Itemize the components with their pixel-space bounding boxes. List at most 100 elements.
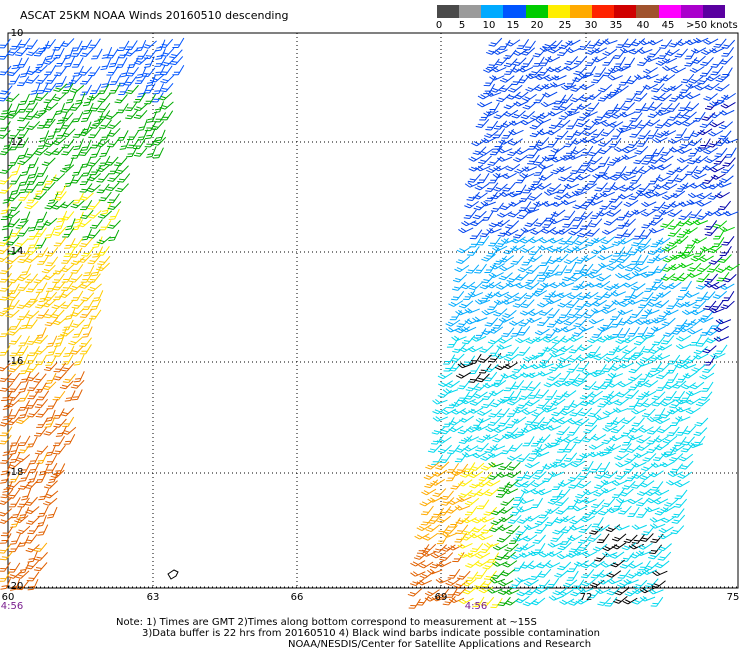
wind-barb <box>690 308 706 316</box>
wind-barb <box>500 444 514 455</box>
wind-barb <box>674 164 689 173</box>
wind-barb <box>617 381 633 388</box>
wind-barb <box>36 83 49 94</box>
wind-barb <box>524 586 539 596</box>
wind-barb <box>572 245 588 252</box>
wind-barb <box>674 301 690 308</box>
wind-barb <box>515 282 531 289</box>
wind-barb <box>537 111 553 120</box>
wind-barb <box>476 235 490 246</box>
wind-barb <box>618 238 634 245</box>
wind-barb <box>632 346 646 357</box>
wind-barb <box>26 282 39 293</box>
wind-barb <box>693 246 706 257</box>
wind-barb <box>696 273 710 283</box>
wind-barb <box>486 47 501 55</box>
wind-barb <box>169 49 183 59</box>
wind-barb <box>53 83 68 92</box>
wind-barb <box>43 93 57 104</box>
wind-barb <box>109 74 122 85</box>
wind-barb <box>467 246 480 256</box>
wind-barb <box>550 209 566 217</box>
wind-barb <box>693 346 708 355</box>
wind-barb <box>668 38 683 48</box>
wind-barb <box>537 568 552 578</box>
legend-swatch <box>680 5 704 18</box>
wind-barb <box>611 282 627 290</box>
wind-barb <box>498 272 513 281</box>
wind-barb <box>19 211 31 224</box>
wind-barb <box>54 463 66 475</box>
wind-barb <box>0 129 11 139</box>
wind-barb <box>520 118 536 126</box>
wind-barb <box>68 273 83 283</box>
wind-barb <box>663 382 679 390</box>
wind-barb <box>17 147 29 160</box>
wind-barb <box>552 66 568 73</box>
wind-barb <box>604 92 620 100</box>
wind-barb <box>634 102 647 113</box>
wind-barb <box>457 379 471 390</box>
wind-barb <box>591 119 607 125</box>
wind-barb <box>149 74 165 83</box>
wind-barb <box>529 121 544 130</box>
wind-barb <box>44 174 57 185</box>
wind-barb <box>455 326 470 334</box>
wind-barb <box>590 209 604 220</box>
wind-barb <box>90 146 102 158</box>
wind-barb <box>571 328 586 337</box>
wind-barb <box>463 209 477 220</box>
wind-barb <box>691 364 706 373</box>
wind-barb <box>461 335 476 345</box>
wind-barb <box>532 48 547 58</box>
wind-barb <box>587 200 604 206</box>
wind-barb <box>70 238 83 248</box>
wind-barb <box>468 281 483 291</box>
wind-barb <box>70 256 85 265</box>
wind-barb <box>155 48 166 60</box>
wind-barb <box>437 389 452 398</box>
legend-label: 10 <box>482 20 496 31</box>
wind-barb <box>557 354 573 363</box>
wind-barb <box>528 192 543 201</box>
wind-barb <box>578 326 594 332</box>
wind-barb <box>648 346 664 354</box>
wind-barb <box>579 211 593 220</box>
wind-barb <box>661 335 675 345</box>
wind-barb <box>680 363 697 370</box>
wind-barb <box>499 202 515 211</box>
wind-barb <box>28 292 41 303</box>
wind-barb <box>694 146 710 152</box>
wind-barb <box>576 283 592 290</box>
wind-barb <box>481 274 495 284</box>
wind-barb <box>15 415 31 425</box>
wind-barb <box>576 102 592 110</box>
wind-barb <box>571 379 587 387</box>
grid-lines <box>8 32 738 588</box>
wind-barb <box>566 363 580 373</box>
wind-barb <box>654 74 668 84</box>
wind-barb <box>505 163 521 172</box>
wind-barb <box>536 399 550 409</box>
legend-swatch <box>459 5 482 18</box>
wind-barb <box>18 407 30 419</box>
wind-barb <box>87 283 102 292</box>
wind-barb <box>7 291 21 301</box>
wind-barb <box>572 73 587 83</box>
wind-barb <box>688 208 702 219</box>
wind-barb <box>17 253 31 264</box>
wind-barb <box>160 110 174 121</box>
wind-barb <box>0 146 13 156</box>
wind-barb <box>619 47 636 54</box>
wind-barb <box>646 265 659 276</box>
wind-barb <box>0 308 11 317</box>
wind-barb <box>687 192 704 199</box>
wind-barb <box>641 155 655 165</box>
wind-barb <box>610 129 624 140</box>
wind-barb <box>0 434 12 445</box>
wind-barb <box>588 390 603 398</box>
wind-barb <box>25 110 39 120</box>
legend-label: 0 <box>435 20 443 31</box>
wind-barb <box>69 84 85 93</box>
wind-barb <box>89 101 103 112</box>
